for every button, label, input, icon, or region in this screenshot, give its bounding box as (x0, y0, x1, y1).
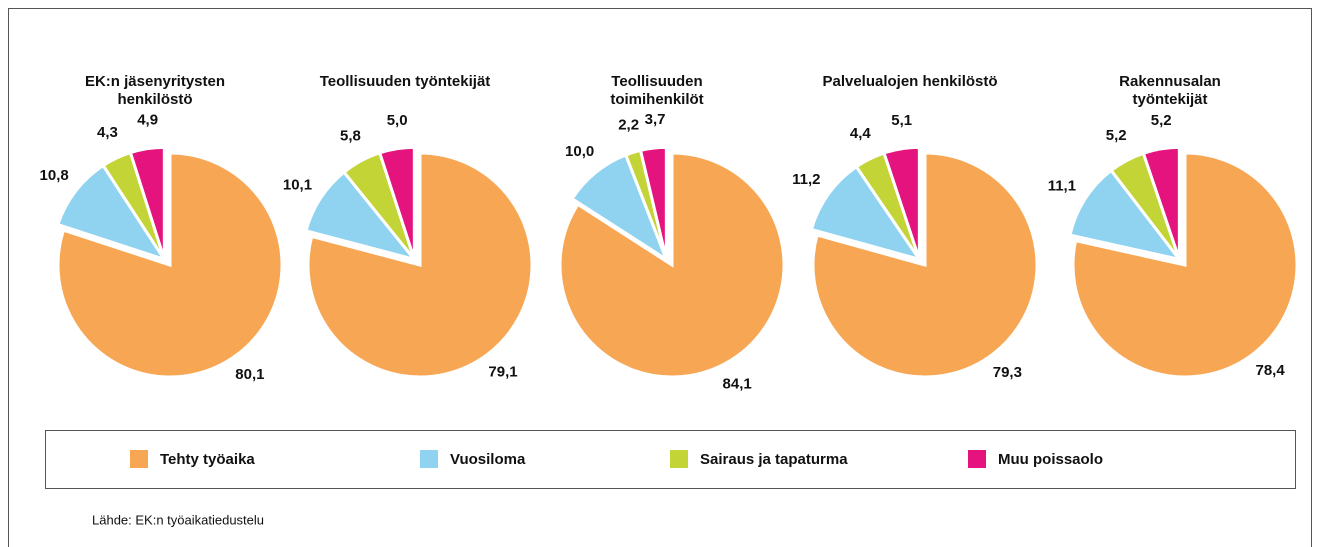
legend-box (45, 430, 1296, 489)
value-label: 10,8 (40, 167, 69, 184)
chart-title: Palvelualojen henkilöstö (822, 73, 998, 90)
pie-slice (882, 145, 921, 260)
value-label: 4,3 (97, 124, 118, 141)
source: Lähde: EK:n työaikatiedustelu (92, 512, 264, 527)
pie-slice (56, 151, 284, 379)
legend-swatch (130, 450, 148, 468)
value-label: 11,1 (1048, 177, 1076, 194)
value-label: 78,4 (1256, 362, 1286, 379)
value-label: 4,4 (850, 125, 872, 142)
legend-label: Tehty työaika (160, 451, 255, 468)
value-label: 84,1 (723, 375, 752, 392)
pie-slice (1071, 151, 1299, 379)
value-label: 10,0 (565, 143, 594, 160)
chart-title: Teollisuuden työntekijät (319, 73, 491, 90)
value-label: 3,7 (645, 111, 666, 128)
chart-title: Teollisuuden toimihenkilöt (610, 73, 704, 108)
pie-slice (1068, 168, 1184, 262)
pie-slice (377, 145, 416, 260)
frame (8, 8, 1312, 547)
chart-title: Rakennusalan työntekijät (1119, 73, 1221, 108)
legend-label: Muu poissaolo (998, 451, 1103, 468)
pie-slice (809, 164, 923, 262)
pie-slice (638, 145, 668, 260)
pie-slice (128, 145, 166, 260)
pie-slice (1141, 145, 1181, 260)
value-label: 2,2 (618, 117, 639, 134)
value-label: 79,3 (993, 364, 1022, 381)
value-label: 5,0 (387, 112, 408, 129)
legend-label: Sairaus ja tapaturma (700, 451, 848, 468)
legend-label: Vuosiloma (450, 451, 526, 468)
value-label: 79,1 (488, 364, 517, 381)
value-label: 4,9 (137, 112, 158, 129)
value-label: 5,8 (340, 128, 361, 145)
chart-title: EK:n jäsenyritysten henkilöstö (84, 73, 226, 108)
legend-swatch (968, 450, 986, 468)
value-label: 11,2 (792, 171, 820, 188)
legend-swatch (420, 450, 438, 468)
value-label: 5,2 (1151, 112, 1172, 129)
value-label: 10,1 (283, 177, 312, 194)
value-label: 5,2 (1106, 127, 1127, 144)
value-label: 5,1 (891, 112, 912, 129)
legend-swatch (670, 450, 688, 468)
pie-slice (558, 151, 786, 379)
pie-slice (811, 151, 1039, 379)
value-label: 80,1 (235, 366, 264, 383)
pie-slice (306, 151, 534, 379)
